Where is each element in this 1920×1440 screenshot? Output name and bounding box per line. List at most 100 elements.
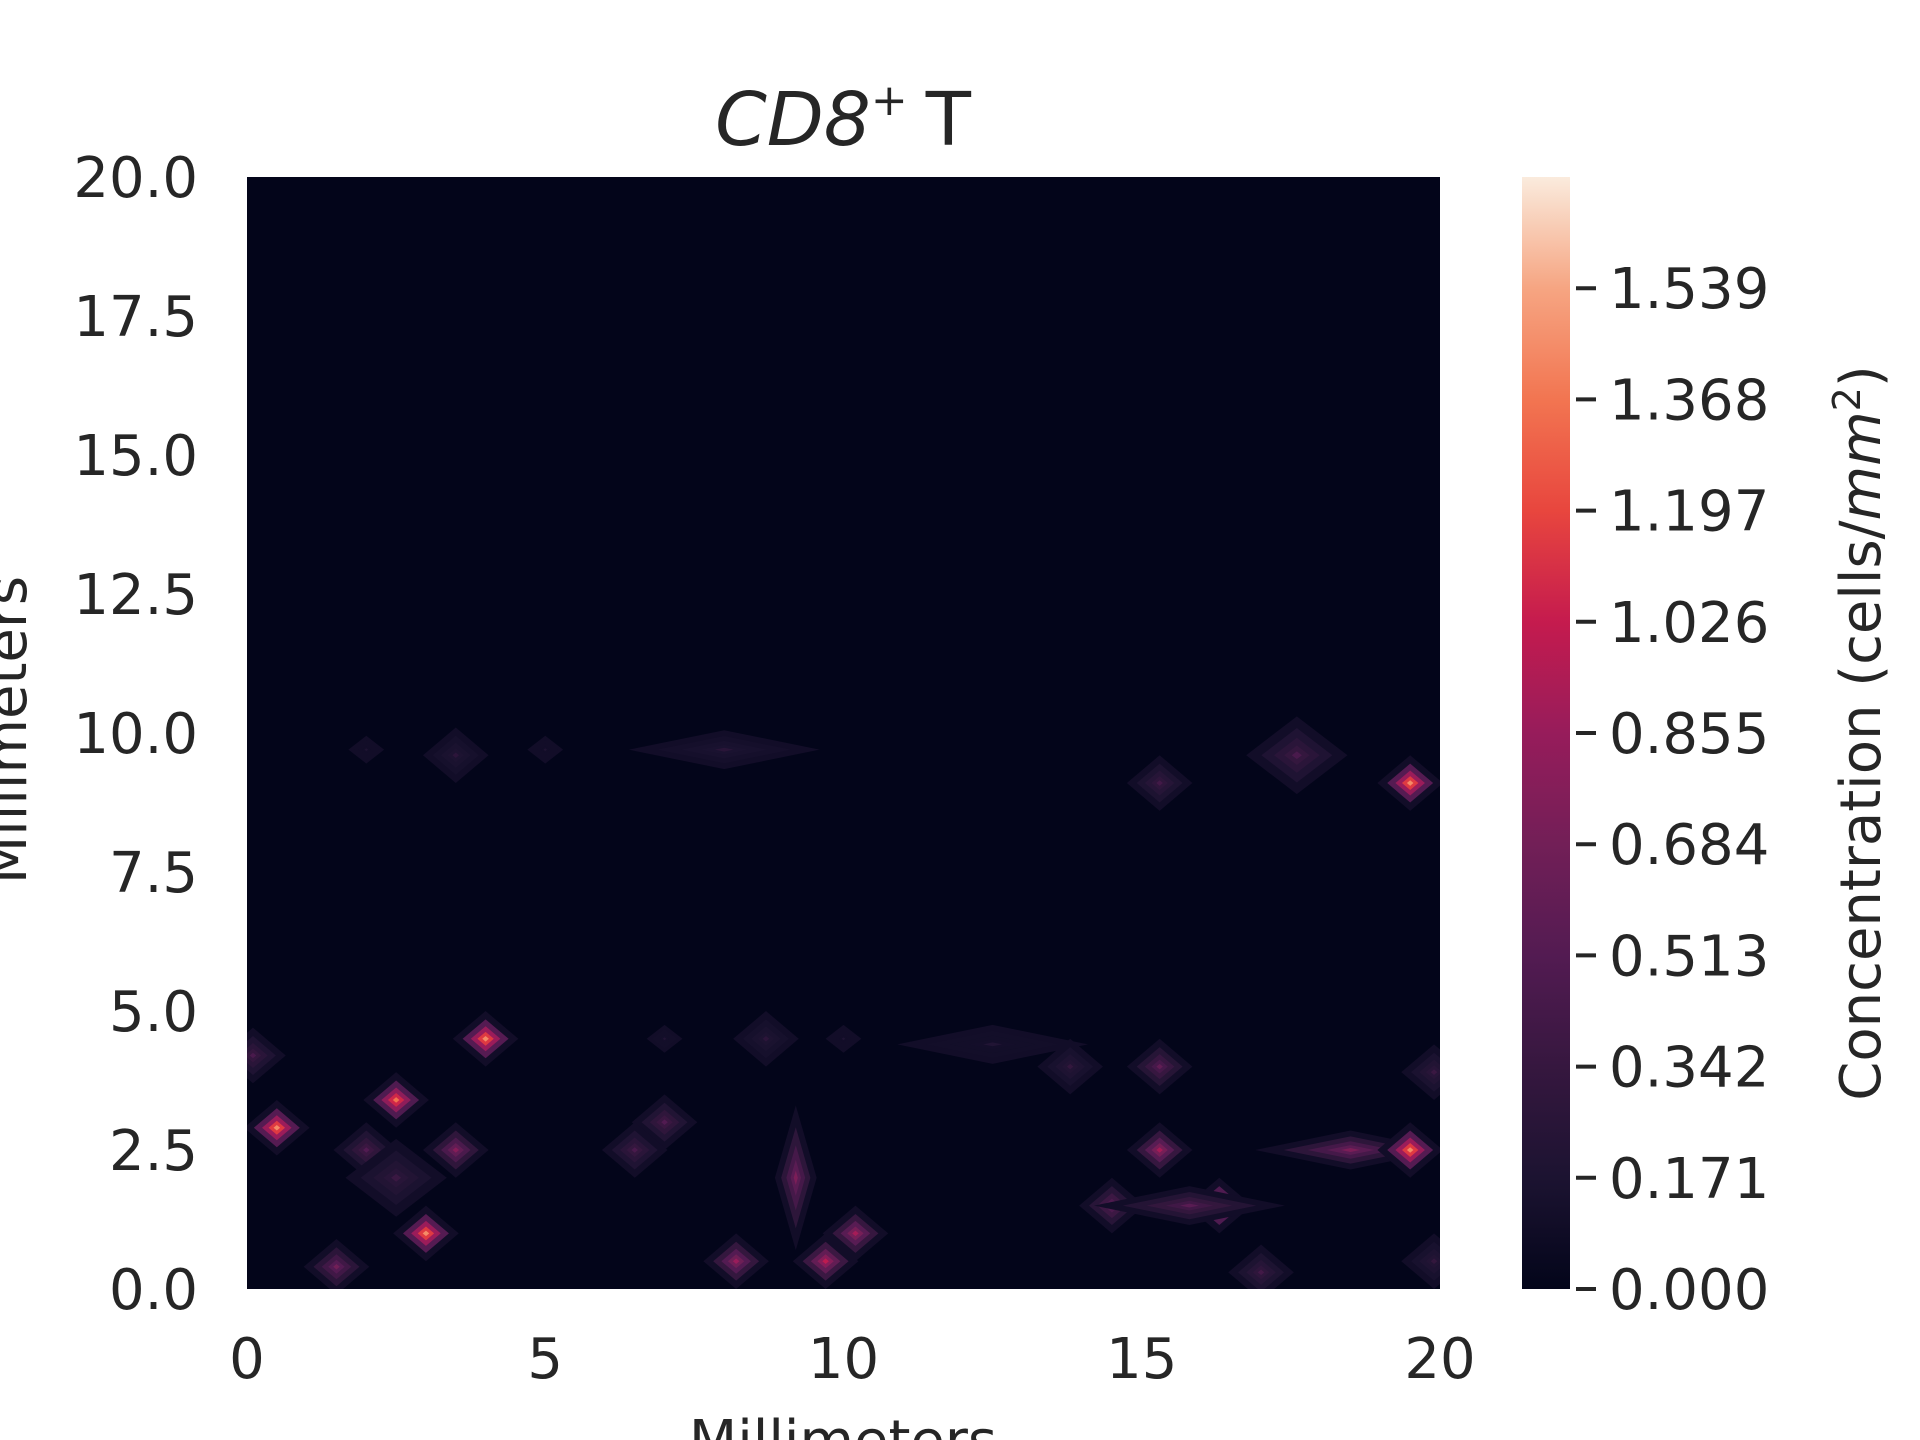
hotspot-layer [841, 1037, 846, 1041]
hotspot-16 [733, 1011, 799, 1067]
colorbar-tick-label: 0.684 [1609, 813, 1769, 878]
colorbar-tick-label: 0.342 [1609, 1036, 1769, 1101]
colorbar-tick-label: 0.855 [1609, 702, 1769, 767]
hotspot-layer [452, 1147, 460, 1153]
y-axis-ticks: 0.0 2.5 5.0 7.5 10.0 12.5 15.0 17.5 20.0 [73, 146, 198, 1323]
hotspot-layer [732, 1258, 740, 1264]
hotspot-9 [422, 727, 489, 784]
title-suffix: T [925, 77, 972, 163]
y-tick-label: 10.0 [73, 702, 198, 767]
hotspot-2 [393, 1205, 459, 1262]
hotspot-layer [631, 1147, 639, 1153]
hotspot-layer [273, 1124, 281, 1131]
hotspot-layer [1406, 780, 1414, 786]
hotspot-32 [1401, 1044, 1440, 1100]
y-tick-label: 12.5 [73, 563, 198, 628]
x-axis-label: Millimeters [689, 1409, 997, 1440]
x-axis-ticks: 0 5 10 15 20 [229, 1327, 1475, 1392]
y-tick-label: 20.0 [73, 146, 198, 211]
hotspot-layer [1156, 1063, 1163, 1070]
hotspot-19 [774, 1105, 817, 1251]
y-tick-label: 15.0 [73, 424, 198, 489]
colorbar-tick-label: 1.368 [1609, 368, 1769, 433]
heatmap-hotspots [247, 716, 1440, 1289]
colorbar-tick-label: 0.513 [1609, 924, 1769, 989]
hotspot-layer [1430, 1069, 1438, 1075]
hotspot-layer [1066, 1063, 1074, 1070]
colorbar-label-sup: 2 [1825, 387, 1869, 411]
hotspot-22 [897, 1024, 1089, 1064]
hotspot-layer [1257, 1269, 1265, 1276]
x-tick-label: 5 [527, 1327, 563, 1392]
hotspot-layer [392, 1097, 400, 1103]
hotspot-0 [247, 1099, 310, 1156]
x-tick-label: 15 [1106, 1327, 1177, 1392]
hotspot-12 [628, 730, 820, 770]
hotspot-25 [1126, 1122, 1193, 1178]
plot-background [247, 177, 1440, 1289]
colorbar-label: Concentration (cells/mm2) [1825, 365, 1894, 1100]
hotspot-layer [391, 1173, 402, 1182]
hotspot-layer [661, 1119, 668, 1125]
colorbar-tick-label: 1.197 [1609, 480, 1769, 545]
y-tick-label: 0.0 [109, 1258, 198, 1323]
hotspot-18 [703, 1233, 769, 1289]
colorbar-ticks: 0.000 0.171 0.342 0.513 0.684 0.855 1.026 1.197… [1576, 257, 1769, 1323]
hotspot-8 [345, 1138, 447, 1217]
colorbar-tick-label: 1.539 [1609, 257, 1769, 322]
hotspot-14 [601, 1122, 668, 1178]
hotspot-layer [1156, 1147, 1163, 1153]
hotspot-layer [364, 748, 369, 752]
y-tick-label: 5.0 [109, 980, 198, 1045]
chart-title: CD8+ T [715, 75, 972, 163]
hotspot-layer [363, 1147, 370, 1153]
hotspot-layer [1430, 1258, 1438, 1264]
x-tick-label: 10 [808, 1327, 879, 1392]
x-tick-label: 0 [229, 1327, 265, 1392]
hotspot-layer [482, 1036, 489, 1042]
x-tick-label: 20 [1404, 1327, 1475, 1392]
title-main: CD8 [715, 77, 871, 163]
hotspot-6 [303, 1238, 370, 1289]
hotspot-layer [852, 1230, 859, 1237]
hotspot-29 [1228, 1244, 1294, 1289]
hotspot-layer [1340, 1148, 1361, 1152]
y-tick-label: 2.5 [109, 1119, 198, 1184]
hotspot-21 [822, 1205, 889, 1262]
hotspot-layer [793, 1170, 798, 1186]
colorbar-tick-label: 0.171 [1609, 1147, 1769, 1212]
hotspot-layer [452, 752, 460, 759]
hotspot-7 [247, 1027, 286, 1084]
hotspot-layer [1406, 1147, 1414, 1153]
hotspot-layer [1179, 1203, 1200, 1208]
y-axis-label: Millimeters [0, 576, 40, 884]
hotspot-layer [762, 1036, 770, 1042]
hotspot-31 [1377, 1122, 1440, 1178]
hotspot-layer [714, 747, 734, 752]
hotspot-layer [1156, 780, 1163, 786]
hotspot-23 [1037, 1038, 1103, 1095]
hotspot-17 [825, 1024, 862, 1053]
y-tick-label: 7.5 [109, 841, 198, 906]
hotspot-layer [249, 1052, 257, 1059]
hotspot-33 [1401, 1233, 1440, 1289]
colorbar-label-pre: Concentration (cells/ [1829, 520, 1894, 1100]
colorbar-label-post: ) [1829, 365, 1894, 387]
hotspot-3 [452, 1011, 519, 1067]
hotspot-15 [646, 1024, 683, 1053]
hotspot-35 [1246, 716, 1348, 795]
hotspot-1 [363, 1072, 429, 1128]
hotspot-34 [1126, 755, 1193, 811]
colorbar-label-unit: mm [1829, 411, 1894, 520]
hotspot-4 [422, 1122, 489, 1178]
hotspot-layer [1291, 751, 1302, 760]
hotspot-10 [348, 735, 385, 764]
hotspot-36 [1377, 755, 1440, 811]
colorbar [1522, 177, 1570, 1289]
hotspot-layer [333, 1263, 340, 1270]
hotspot-layer [543, 748, 548, 752]
colorbar-tick-label: 1.026 [1609, 591, 1769, 656]
title-superscript: + [871, 75, 908, 126]
y-tick-label: 17.5 [73, 285, 198, 350]
